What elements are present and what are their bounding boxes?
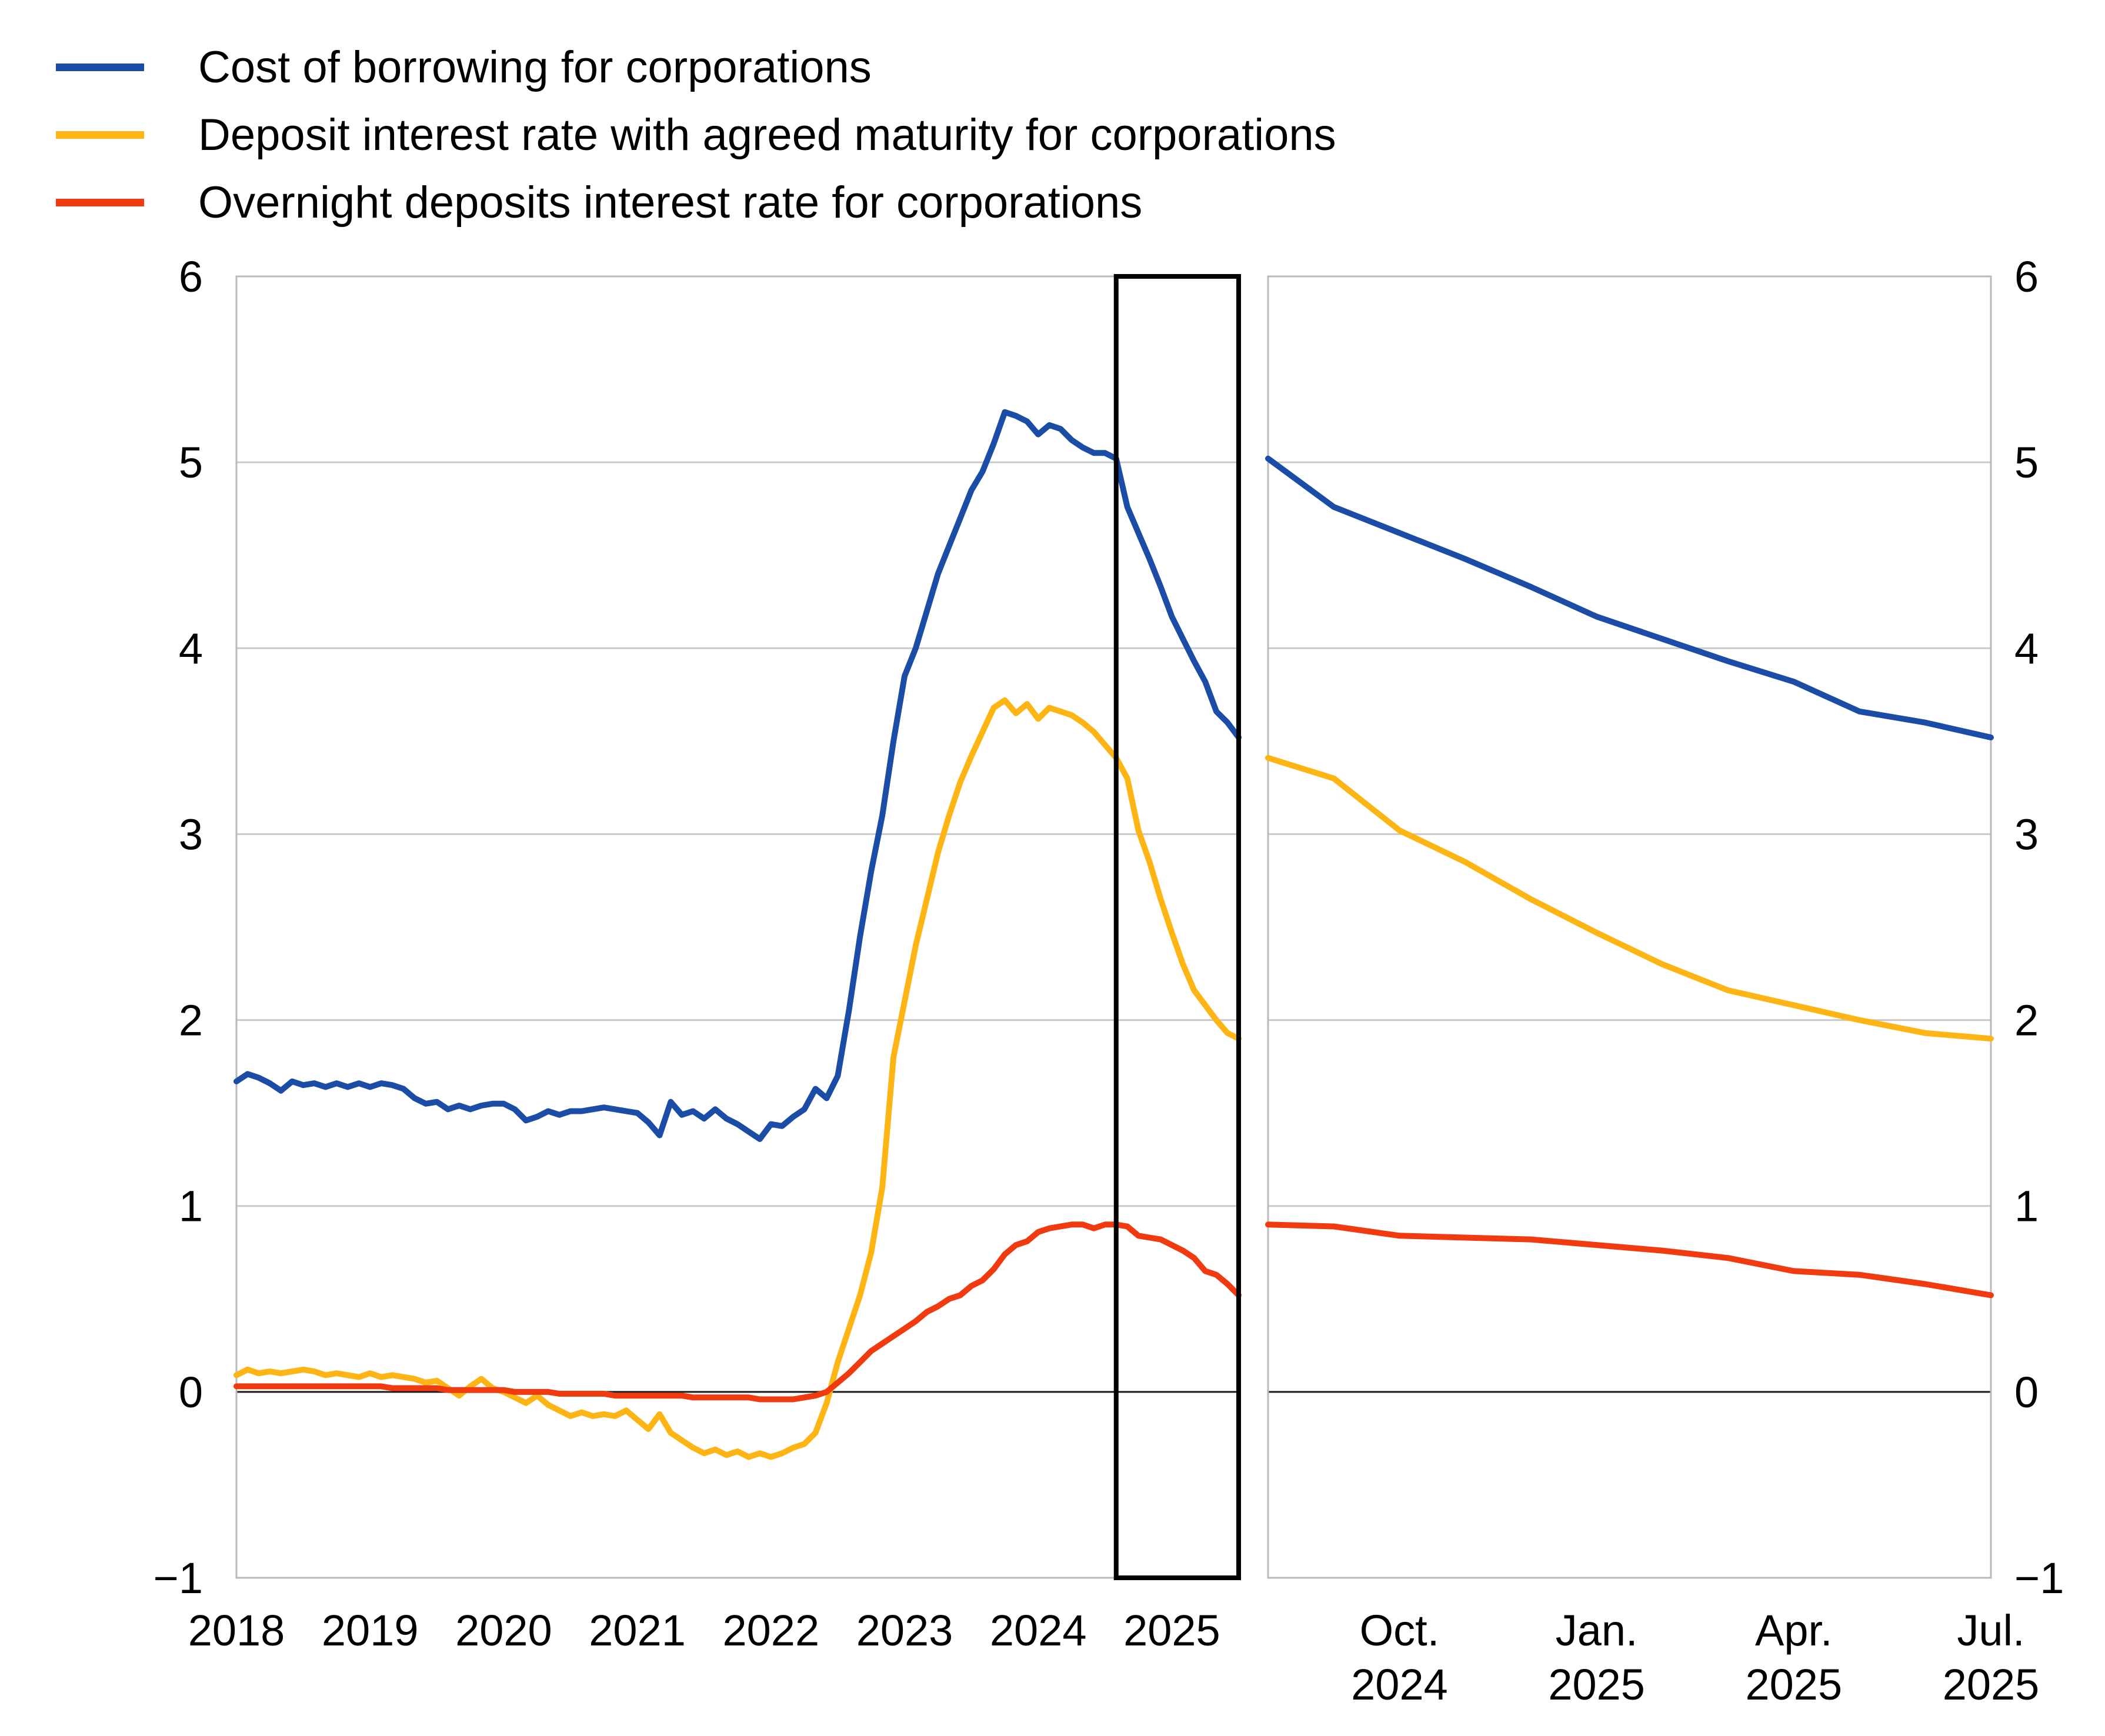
y-tick-label: 5 (2014, 438, 2039, 487)
x-tick-label: 2020 (455, 1606, 552, 1655)
left-series-line-0 (233, 409, 1242, 1142)
y-tick-label: −1 (2014, 1554, 2064, 1603)
left-series-line-1 (233, 697, 1242, 1460)
legend-swatch-red-line-icon (56, 199, 144, 206)
legend-label: Deposit interest rate with agreed maturi… (198, 109, 1336, 160)
x-tick-label: 2025 (1943, 1660, 2040, 1709)
legend-label: Overnight deposits interest rate for cor… (198, 177, 1143, 228)
legend-label: Cost of borrowing for corporations (198, 42, 872, 92)
legend-swatch-yellow-line-icon (56, 131, 144, 139)
y-tick-label: 0 (2014, 1368, 2039, 1417)
x-tick-label: 2025 (1746, 1660, 1843, 1709)
y-tick-label: 4 (179, 624, 203, 673)
y-tick-label: 6 (2014, 252, 2039, 301)
x-tick-label: Apr. (1755, 1606, 1833, 1655)
y-tick-label: 2 (179, 996, 203, 1045)
right-series-line-2 (1265, 1221, 1994, 1298)
highlight-box (1113, 274, 1241, 1580)
x-tick-label: Jul. (1957, 1606, 2024, 1655)
right-series-line-0 (1265, 455, 1994, 740)
x-tick-label: 2019 (322, 1606, 419, 1655)
x-tick-label: Oct. (1360, 1606, 1440, 1655)
y-tick-label: 5 (179, 438, 203, 487)
legend-item-cost-of-borrowing: Cost of borrowing for corporations (56, 34, 1336, 101)
y-tick-label: 1 (2014, 1182, 2039, 1231)
legend-item-overnight-deposits: Overnight deposits interest rate for cor… (56, 169, 1336, 236)
y-tick-label: 1 (179, 1182, 203, 1231)
y-tick-label: 2 (2014, 996, 2039, 1045)
y-tick-label: 4 (2014, 624, 2039, 673)
y-tick-label: 3 (2014, 810, 2039, 859)
y-tick-label: 6 (179, 252, 203, 301)
y-tick-label: 3 (179, 810, 203, 859)
right-series-line-1 (1265, 755, 1994, 1042)
x-tick-label: 2022 (722, 1606, 819, 1655)
legend-item-deposit-agreed-maturity: Deposit interest rate with agreed maturi… (56, 101, 1336, 169)
panel-frame (1267, 275, 1992, 1579)
x-tick-label: 2023 (856, 1606, 953, 1655)
panel-frame (235, 275, 1240, 1579)
x-tick-label: 2024 (1351, 1660, 1448, 1709)
legend: Cost of borrowing for corporations Depos… (56, 34, 1336, 236)
x-tick-label: 2024 (990, 1606, 1087, 1655)
x-tick-label: 2018 (188, 1606, 285, 1655)
right-panel: 6 5 4 3 2 1 0 −1 Oct. 2024 Jan. 2025 Apr. 2025 Jul. 202… (1265, 252, 2064, 1709)
x-tick-label: 2021 (589, 1606, 686, 1655)
y-tick-label: −1 (154, 1554, 203, 1603)
x-tick-label: 2025 (1123, 1606, 1220, 1655)
y-tick-label: 0 (179, 1368, 203, 1417)
left-series-line-2 (233, 1221, 1242, 1403)
legend-swatch-blue-line-icon (56, 64, 144, 71)
x-tick-label: Jan. (1556, 1606, 1638, 1655)
x-tick-label: 2025 (1548, 1660, 1645, 1709)
